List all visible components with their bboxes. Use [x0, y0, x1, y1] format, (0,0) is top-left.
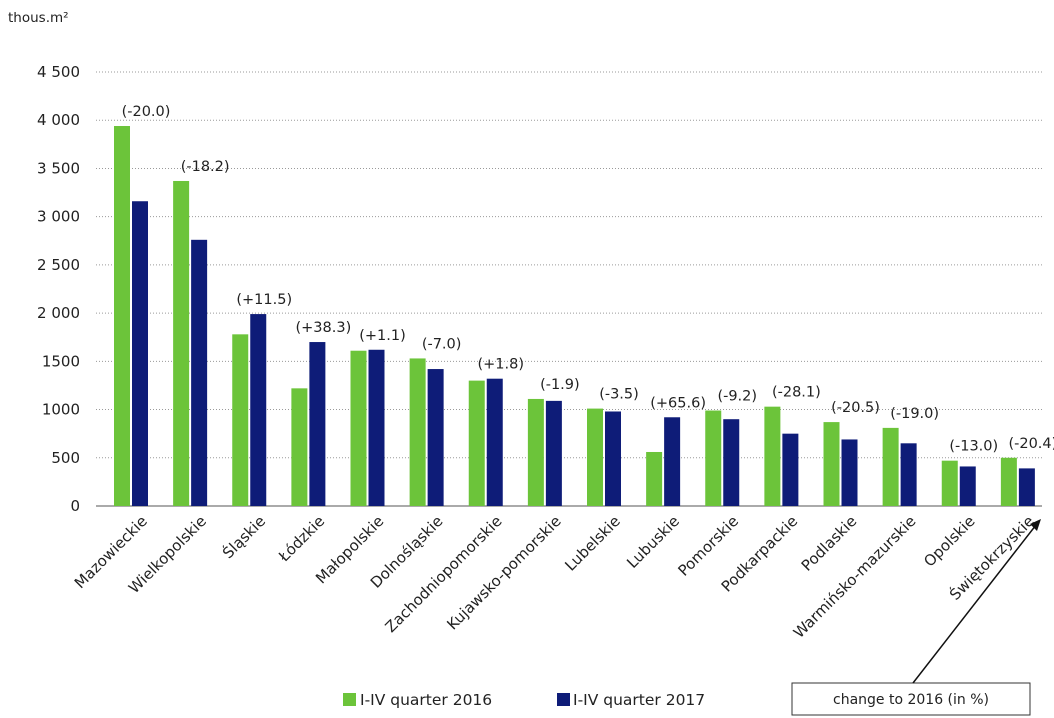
change-label: (-3.5)	[599, 387, 639, 403]
bar-2016	[1000, 457, 1017, 506]
category-label: Lubelskie	[561, 512, 624, 575]
bar-2016	[232, 334, 249, 506]
bar-2017	[132, 201, 148, 507]
change-label: (+1.8)	[477, 357, 524, 373]
bar-2017	[900, 443, 917, 506]
change-label: (-20.5)	[831, 400, 880, 416]
category-label: Opolskie	[920, 512, 978, 570]
change-label: (+38.3)	[296, 320, 352, 336]
change-label: (-1.9)	[540, 377, 580, 393]
bar-2017	[782, 433, 799, 506]
y-tick-label: 1000	[42, 401, 80, 419]
y-tick-label: 2 500	[37, 256, 80, 274]
legend-label-2016: I-IV quarter 2016	[360, 691, 492, 709]
bar-2016	[409, 358, 426, 506]
y-tick-label: 0	[70, 497, 80, 515]
bar-2016	[882, 427, 899, 506]
category-label: Śląskie	[218, 511, 269, 562]
change-note: change to 2016 (in %)	[791, 519, 1041, 716]
bar-2016	[705, 410, 722, 506]
bar-2017	[250, 314, 267, 506]
y-tick-label: 2 000	[37, 304, 80, 322]
change-labels: (-20.0) (-18.2) (+11.5)(+38.3) (+1.1) (-7.0)…	[122, 104, 1054, 455]
bar-2016	[350, 350, 367, 506]
change-note-box	[791, 682, 1031, 716]
bar-2016	[173, 180, 190, 506]
bar-2017	[368, 349, 385, 506]
bar-2016	[291, 388, 308, 506]
category-label: Łódzkie	[274, 512, 328, 566]
y-tick-labels: 0 500 1000 1500 2 000 2 500 3 000 3 500 4 000 4 5…	[37, 63, 80, 515]
y-tick-label: 4 000	[37, 111, 80, 129]
change-label: (-13.0)	[949, 439, 998, 455]
bar-2017	[664, 417, 681, 506]
change-label: (-18.2)	[181, 159, 230, 175]
legend-swatch-2016	[343, 693, 356, 706]
bar-2016	[764, 406, 781, 506]
category-label: Zachodniopomorskie	[382, 512, 506, 636]
bar-2016	[114, 126, 130, 507]
change-note-text: change to 2016 (in %)	[833, 692, 989, 708]
bars	[114, 126, 1035, 507]
change-label: (+1.1)	[359, 328, 406, 344]
bar-2016	[527, 398, 544, 506]
bar-2016	[823, 422, 840, 506]
change-label: (+65.6)	[650, 395, 706, 411]
change-label: (-19.0)	[890, 406, 939, 422]
bar-2017	[427, 369, 444, 506]
bar-2016	[941, 460, 958, 506]
y-tick-label: 1500	[42, 352, 80, 370]
change-label: (-20.4)	[1008, 436, 1054, 452]
legend-swatch-2017	[557, 693, 570, 706]
bar-2017	[841, 439, 858, 506]
y-tick-label: 3 500	[37, 159, 80, 177]
change-label: (-9.2)	[717, 389, 757, 405]
change-label: (-28.1)	[772, 385, 821, 401]
bar-2017	[723, 419, 740, 506]
category-label: Warmińsko-mazurskie	[790, 512, 920, 642]
bar-2017	[486, 378, 503, 506]
bar-2016	[468, 380, 485, 506]
legend-label-2017: I-IV quarter 2017	[573, 691, 705, 709]
bar-2017	[959, 466, 976, 506]
category-label: Podlaskie	[798, 512, 861, 575]
bar-2017	[191, 239, 208, 506]
bar-2017	[605, 411, 621, 506]
change-label: (-7.0)	[422, 336, 462, 352]
y-tick-label: 500	[51, 449, 80, 467]
y-tick-label: 3 000	[37, 208, 80, 226]
change-label: (+11.5)	[236, 292, 292, 308]
category-label: Lubuskie	[623, 512, 683, 572]
bar-2016	[646, 451, 663, 506]
legend: I-IV quarter 2016 I-IV quarter 2017	[343, 691, 705, 709]
change-label: (-20.0)	[122, 104, 171, 120]
bar-2016	[587, 408, 603, 506]
unit-label: thous.m²	[8, 10, 69, 26]
change-note-arrowhead	[1030, 519, 1041, 531]
bar-2017	[545, 400, 562, 506]
category-label: Kujawsko-pomorskie	[443, 512, 564, 633]
y-tick-label: 4 500	[37, 63, 80, 81]
change-note-arrow-line	[912, 524, 1037, 684]
bar-2017	[309, 342, 326, 506]
bar-2017	[1018, 468, 1035, 506]
